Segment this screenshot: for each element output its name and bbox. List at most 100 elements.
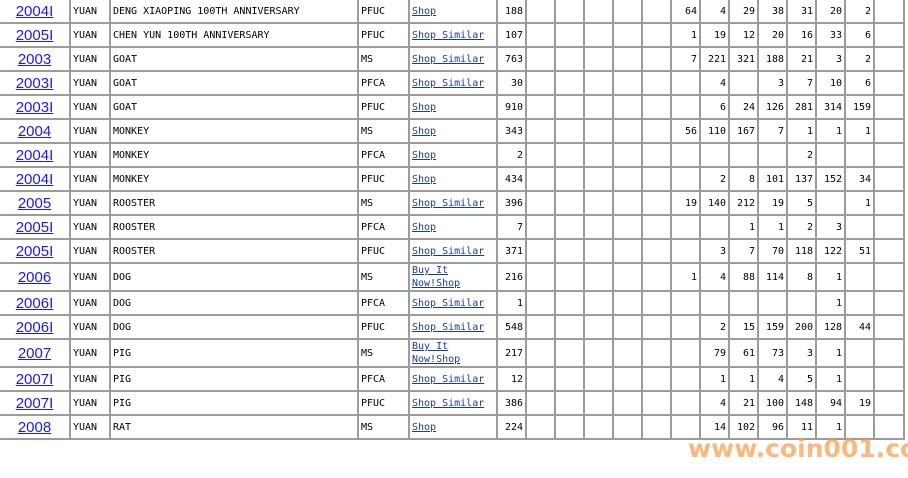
table-row: 2003 YUAN GOAT MS Shop Similar 763 7 221 321 188 2…	[0, 46, 905, 72]
grade-count-cell: 101	[757, 166, 788, 192]
year-link[interactable]: 2007I	[15, 394, 54, 412]
grade-count-cell	[641, 142, 672, 168]
grade-count-cell: 137	[786, 166, 817, 192]
grade-count-cell: 4	[699, 70, 730, 96]
grade-count-cell	[641, 314, 672, 340]
year-link[interactable]: 2004I	[15, 2, 54, 20]
total-cell: 386	[496, 390, 527, 416]
description-cell: GOAT	[109, 94, 359, 120]
total: 343	[504, 125, 523, 137]
grade-count-cell	[525, 238, 556, 264]
description: ROOSTER	[113, 245, 156, 257]
grade-count-cell: 20	[757, 22, 788, 48]
shop-link[interactable]: Shop	[412, 421, 437, 433]
grade: PFCA	[361, 77, 386, 89]
year-link[interactable]: 2003I	[15, 74, 54, 92]
year-link[interactable]: 2006I	[15, 318, 54, 336]
grade-count: 34	[858, 173, 871, 185]
year-cell: 2003I	[0, 70, 71, 96]
total-cell: 107	[496, 22, 527, 48]
shop-link[interactable]: Buy It Now!Shop	[412, 341, 461, 365]
grade-count: 79	[713, 347, 726, 359]
denomination-cell: YUAN	[69, 238, 111, 264]
year-link[interactable]: 2005I	[15, 218, 54, 236]
grade-count: 212	[736, 197, 755, 209]
grade-count: 3	[835, 221, 842, 233]
total: 386	[504, 397, 523, 409]
denomination: YUAN	[73, 77, 98, 89]
grade-count-cell	[873, 0, 905, 24]
grade-count: 118	[794, 245, 813, 257]
grade-count: 1	[719, 373, 726, 385]
year-cell: 2005	[0, 190, 71, 216]
shop-link[interactable]: Shop Similar	[412, 53, 485, 65]
shop-link[interactable]: Buy It Now!Shop	[412, 265, 461, 289]
year-link[interactable]: 2005I	[15, 242, 54, 260]
shop-link[interactable]: Shop	[412, 101, 437, 113]
table-row: 2007 YUAN PIG MS Buy It Now!Shop 217 79 61 73 3 1	[0, 338, 905, 368]
shop-cell: Shop	[408, 214, 498, 240]
shop-link[interactable]: Shop	[412, 173, 437, 185]
grade-count-cell: 29	[728, 0, 759, 24]
shop-link[interactable]: Shop Similar	[412, 397, 485, 409]
description-cell: MONKEY	[109, 118, 359, 144]
year-link[interactable]: 2008	[17, 418, 52, 436]
grade-count-cell	[641, 262, 672, 292]
grade-count-cell	[873, 142, 905, 168]
grade-count-cell	[699, 290, 730, 316]
grade-cell: PFUC	[357, 166, 410, 192]
total: 2	[516, 149, 523, 161]
grade-count-cell: 126	[757, 94, 788, 120]
grade-count-cell	[612, 0, 643, 24]
year-link[interactable]: 2005I	[15, 26, 54, 44]
year-link[interactable]: 2004I	[15, 146, 54, 164]
grade-count-cell	[583, 262, 614, 292]
grade-count-cell: 167	[728, 118, 759, 144]
grade-count: 1	[690, 29, 697, 41]
grade-count-cell	[641, 166, 672, 192]
grade-count-cell: 15	[728, 314, 759, 340]
grade-count: 1	[835, 297, 842, 309]
grade-count: 7	[777, 125, 784, 137]
shop-link[interactable]: Shop Similar	[412, 373, 485, 385]
denomination-cell: YUAN	[69, 314, 111, 340]
shop-link[interactable]: Shop Similar	[412, 245, 485, 257]
year-link[interactable]: 2003	[17, 50, 52, 68]
shop-link[interactable]: Shop Similar	[412, 77, 485, 89]
grade-count: 1	[806, 125, 813, 137]
grade-count: 122	[823, 245, 842, 257]
grade-count: 2	[864, 53, 871, 65]
shop-link[interactable]: Shop Similar	[412, 321, 485, 333]
shop-link[interactable]: Shop Similar	[412, 29, 485, 41]
year-link[interactable]: 2007I	[15, 370, 54, 388]
table-row: 2004I YUAN MONKEY PFUC Shop 434 2 8 101 137 152 34	[0, 166, 905, 192]
table-row: 2006I YUAN DOG PFCA Shop Similar 1 1	[0, 290, 905, 316]
grade-count-cell: 21	[786, 46, 817, 72]
grade-count-cell: 159	[844, 94, 875, 120]
grade-cell: MS	[357, 118, 410, 144]
denomination: YUAN	[73, 221, 98, 233]
year-link[interactable]: 2004	[17, 122, 52, 140]
shop-link[interactable]: Shop	[412, 221, 437, 233]
total: 396	[504, 197, 523, 209]
description-cell: ROOSTER	[109, 190, 359, 216]
grade: PFUC	[361, 397, 386, 409]
denomination: YUAN	[73, 101, 98, 113]
shop-link[interactable]: Shop	[412, 5, 437, 17]
shop-link[interactable]: Shop	[412, 149, 437, 161]
year-link[interactable]: 2005	[17, 194, 52, 212]
grade-count-cell	[525, 338, 556, 368]
grade-count-cell: 73	[757, 338, 788, 368]
year-link[interactable]: 2006I	[15, 294, 54, 312]
shop-link[interactable]: Shop	[412, 125, 437, 137]
grade-count-cell	[641, 238, 672, 264]
shop-cell: Buy It Now!Shop	[408, 338, 498, 368]
year-link[interactable]: 2006	[17, 268, 52, 286]
shop-link[interactable]: Shop Similar	[412, 197, 485, 209]
grade-count-cell	[612, 190, 643, 216]
grade-count: 6	[719, 101, 726, 113]
year-link[interactable]: 2003I	[15, 98, 54, 116]
year-link[interactable]: 2007	[17, 344, 52, 362]
shop-link[interactable]: Shop Similar	[412, 297, 485, 309]
year-link[interactable]: 2004I	[15, 170, 54, 188]
